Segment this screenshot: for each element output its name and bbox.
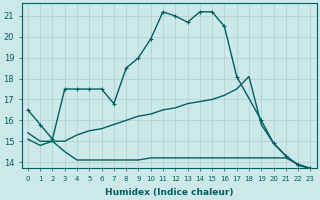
X-axis label: Humidex (Indice chaleur): Humidex (Indice chaleur): [105, 188, 233, 197]
